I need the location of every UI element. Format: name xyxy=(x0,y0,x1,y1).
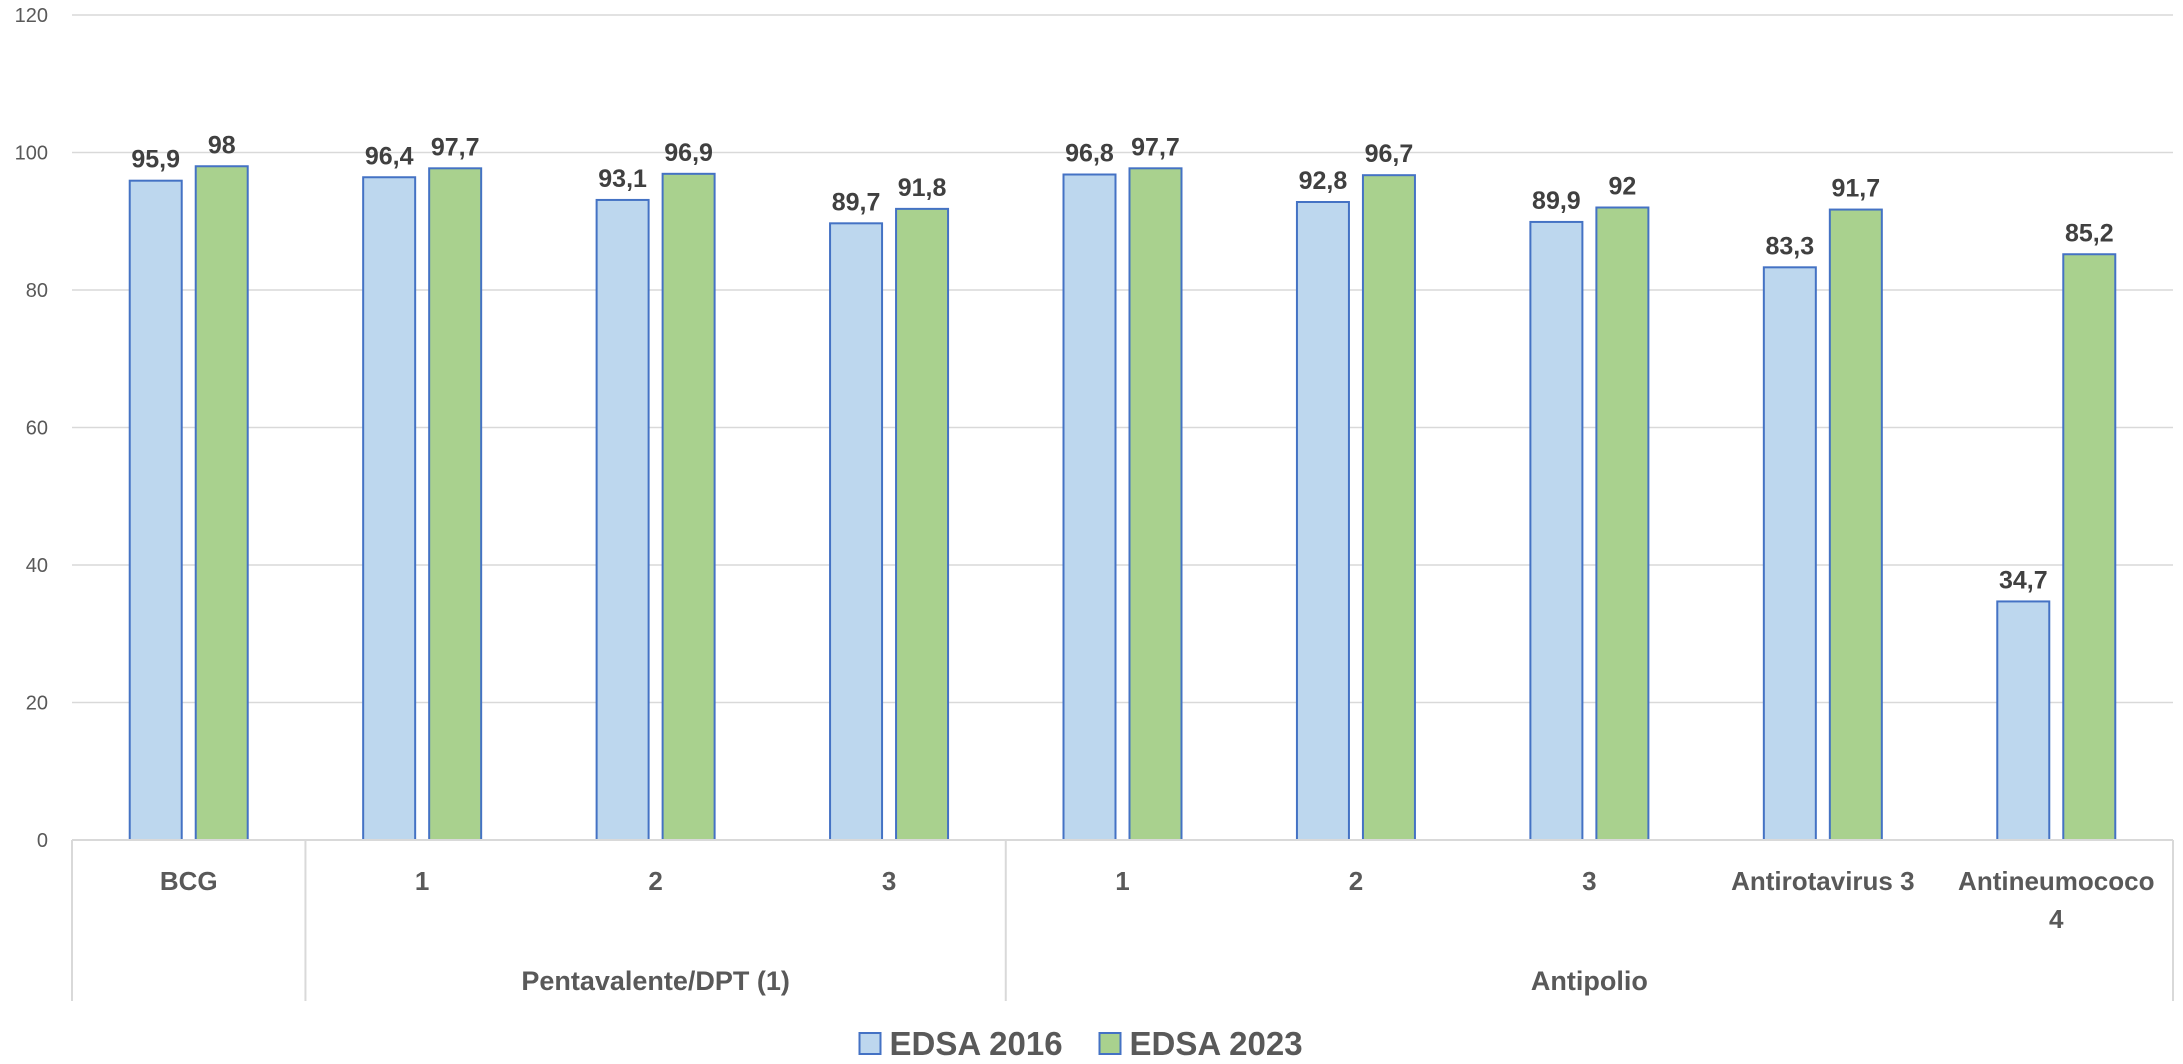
group-label: Pentavalente/DPT (1) xyxy=(521,966,790,996)
data-label: 97,7 xyxy=(1131,133,1180,161)
bar xyxy=(1595,206,1650,841)
legend-label: EDSA 2023 xyxy=(1130,1025,1303,1062)
bar xyxy=(428,167,483,841)
bar xyxy=(2062,253,2117,841)
category-label: BCG xyxy=(160,866,218,896)
data-label: 98 xyxy=(208,131,236,159)
category-label: 1 xyxy=(415,866,429,896)
group-label: Antipolio xyxy=(1531,966,1648,996)
category-label-line: 2 xyxy=(1349,866,1363,896)
legend-label: EDSA 2016 xyxy=(890,1025,1063,1062)
data-label: 96,9 xyxy=(664,139,713,167)
bar xyxy=(1762,266,1817,841)
bar xyxy=(1128,167,1183,841)
category-label-line: 3 xyxy=(1582,866,1596,896)
category-label-line: Antineumococo xyxy=(1958,866,2154,896)
category-label-line: Antirotavirus 3 xyxy=(1731,866,1915,896)
legend-swatch xyxy=(858,1032,882,1055)
y-tick-label: 80 xyxy=(26,280,48,302)
bar xyxy=(1996,600,2051,841)
y-tick-label: 20 xyxy=(26,693,48,715)
category-label-line: 4 xyxy=(2049,904,2064,934)
category-label: 1 xyxy=(1115,866,1129,896)
data-labels: 95,9 98 96,4 97,7 93,1 96,9 89,7 91,8 96,8 97,7 92… xyxy=(131,131,2113,594)
data-label: 34,7 xyxy=(1999,566,2048,594)
category-label-line: 2 xyxy=(648,866,662,896)
bar xyxy=(595,198,650,841)
gridlines xyxy=(72,14,2173,704)
bar xyxy=(1361,174,1416,841)
category-label: Antirotavirus 3 xyxy=(1731,866,1915,896)
data-label: 91,8 xyxy=(898,174,947,202)
category-label: Antineumococo 4 xyxy=(1958,866,2154,934)
y-tick-label: 120 xyxy=(15,5,48,27)
data-label: 97,7 xyxy=(431,133,480,161)
category-label-line: BCG xyxy=(160,866,218,896)
category-label-line: 1 xyxy=(1115,866,1129,896)
data-label: 89,9 xyxy=(1532,187,1581,215)
bar xyxy=(194,165,249,841)
bars xyxy=(128,165,2117,841)
bar xyxy=(1529,220,1584,841)
x-axis: BCG 1 2 3 1 2 3 Antirotavirus 3 Antineumococo 4 Pe… xyxy=(71,839,2174,1001)
data-label: 89,7 xyxy=(832,188,881,216)
legend: EDSA 2016 EDSA 2023 xyxy=(858,1025,1303,1062)
bar xyxy=(1062,173,1117,841)
data-label: 91,7 xyxy=(1831,175,1880,203)
category-label: 2 xyxy=(648,866,662,896)
data-label: 96,7 xyxy=(1365,140,1414,168)
bar xyxy=(1295,201,1350,841)
y-axis-ticks: 0 20 40 60 80 100 120 xyxy=(15,5,48,852)
category-label-line: 3 xyxy=(882,866,896,896)
bar xyxy=(1828,208,1883,841)
category-label: 3 xyxy=(1582,866,1596,896)
data-label: 96,4 xyxy=(365,142,414,170)
category-label: 2 xyxy=(1349,866,1363,896)
data-label: 85,2 xyxy=(2065,219,2114,247)
category-label-line: 1 xyxy=(415,866,429,896)
bar xyxy=(895,207,950,841)
data-label: 83,3 xyxy=(1765,232,1814,260)
bar xyxy=(661,172,716,841)
bar xyxy=(362,176,417,841)
data-label: 92,8 xyxy=(1299,167,1348,195)
category-label: 3 xyxy=(882,866,896,896)
data-label: 96,8 xyxy=(1065,140,1114,168)
data-label: 92 xyxy=(1608,173,1636,201)
y-tick-label: 60 xyxy=(26,418,48,440)
bar xyxy=(829,222,884,841)
data-label: 95,9 xyxy=(131,146,180,174)
y-tick-label: 0 xyxy=(37,830,48,852)
y-tick-label: 40 xyxy=(26,555,48,577)
data-label: 93,1 xyxy=(598,165,647,193)
bar xyxy=(128,179,183,841)
y-tick-label: 100 xyxy=(15,143,48,165)
legend-swatch xyxy=(1098,1032,1122,1055)
